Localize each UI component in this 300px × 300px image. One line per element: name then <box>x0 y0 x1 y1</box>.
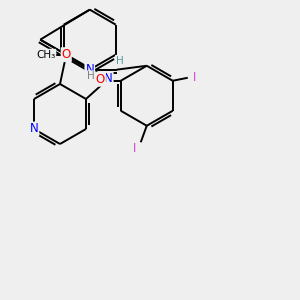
Text: I: I <box>193 71 196 84</box>
Text: CH₃: CH₃ <box>36 50 56 60</box>
Text: O: O <box>61 48 71 61</box>
Text: I: I <box>133 142 136 155</box>
Text: H: H <box>116 56 124 66</box>
Text: N: N <box>85 63 94 76</box>
Text: H: H <box>87 71 95 81</box>
Text: N: N <box>30 122 38 136</box>
Text: O: O <box>96 73 105 86</box>
Text: N: N <box>104 72 113 86</box>
